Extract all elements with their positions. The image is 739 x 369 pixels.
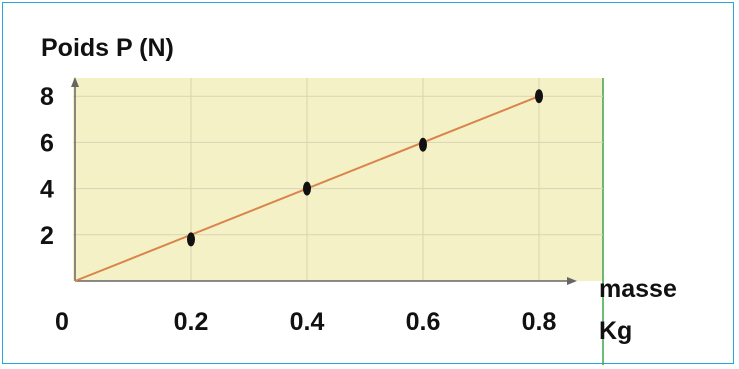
y-tick-label: 4 bbox=[40, 176, 54, 204]
data-point bbox=[303, 181, 311, 196]
chart: Poids P (N) masse Kg 0 0.2 0.4 0.6 0.8 2 4 6 8 bbox=[40, 34, 677, 365]
x-tick-label: 0.8 bbox=[522, 308, 557, 336]
data-point bbox=[419, 137, 427, 152]
data-point bbox=[187, 232, 195, 247]
x-tick-label: 0.2 bbox=[174, 308, 209, 336]
y-axis-arrow bbox=[71, 77, 79, 87]
x-axis-title-line2: Kg bbox=[599, 317, 632, 345]
x-tick-label: 0.6 bbox=[406, 308, 441, 336]
y-tick-label: 8 bbox=[40, 83, 54, 111]
data-point bbox=[535, 89, 543, 104]
x-axis-title-line1: masse bbox=[599, 275, 677, 303]
y-tick-label: 6 bbox=[40, 129, 54, 157]
y-tick-label: 2 bbox=[40, 222, 54, 250]
x-tick-label: 0.4 bbox=[290, 308, 325, 336]
x-axis-arrow bbox=[567, 277, 577, 285]
y-axis-title: Poids P (N) bbox=[41, 34, 174, 62]
origin-label: 0 bbox=[55, 308, 69, 336]
figure-frame: Poids P (N) masse Kg 0 0.2 0.4 0.6 0.8 2 4 6 8 bbox=[2, 2, 734, 365]
